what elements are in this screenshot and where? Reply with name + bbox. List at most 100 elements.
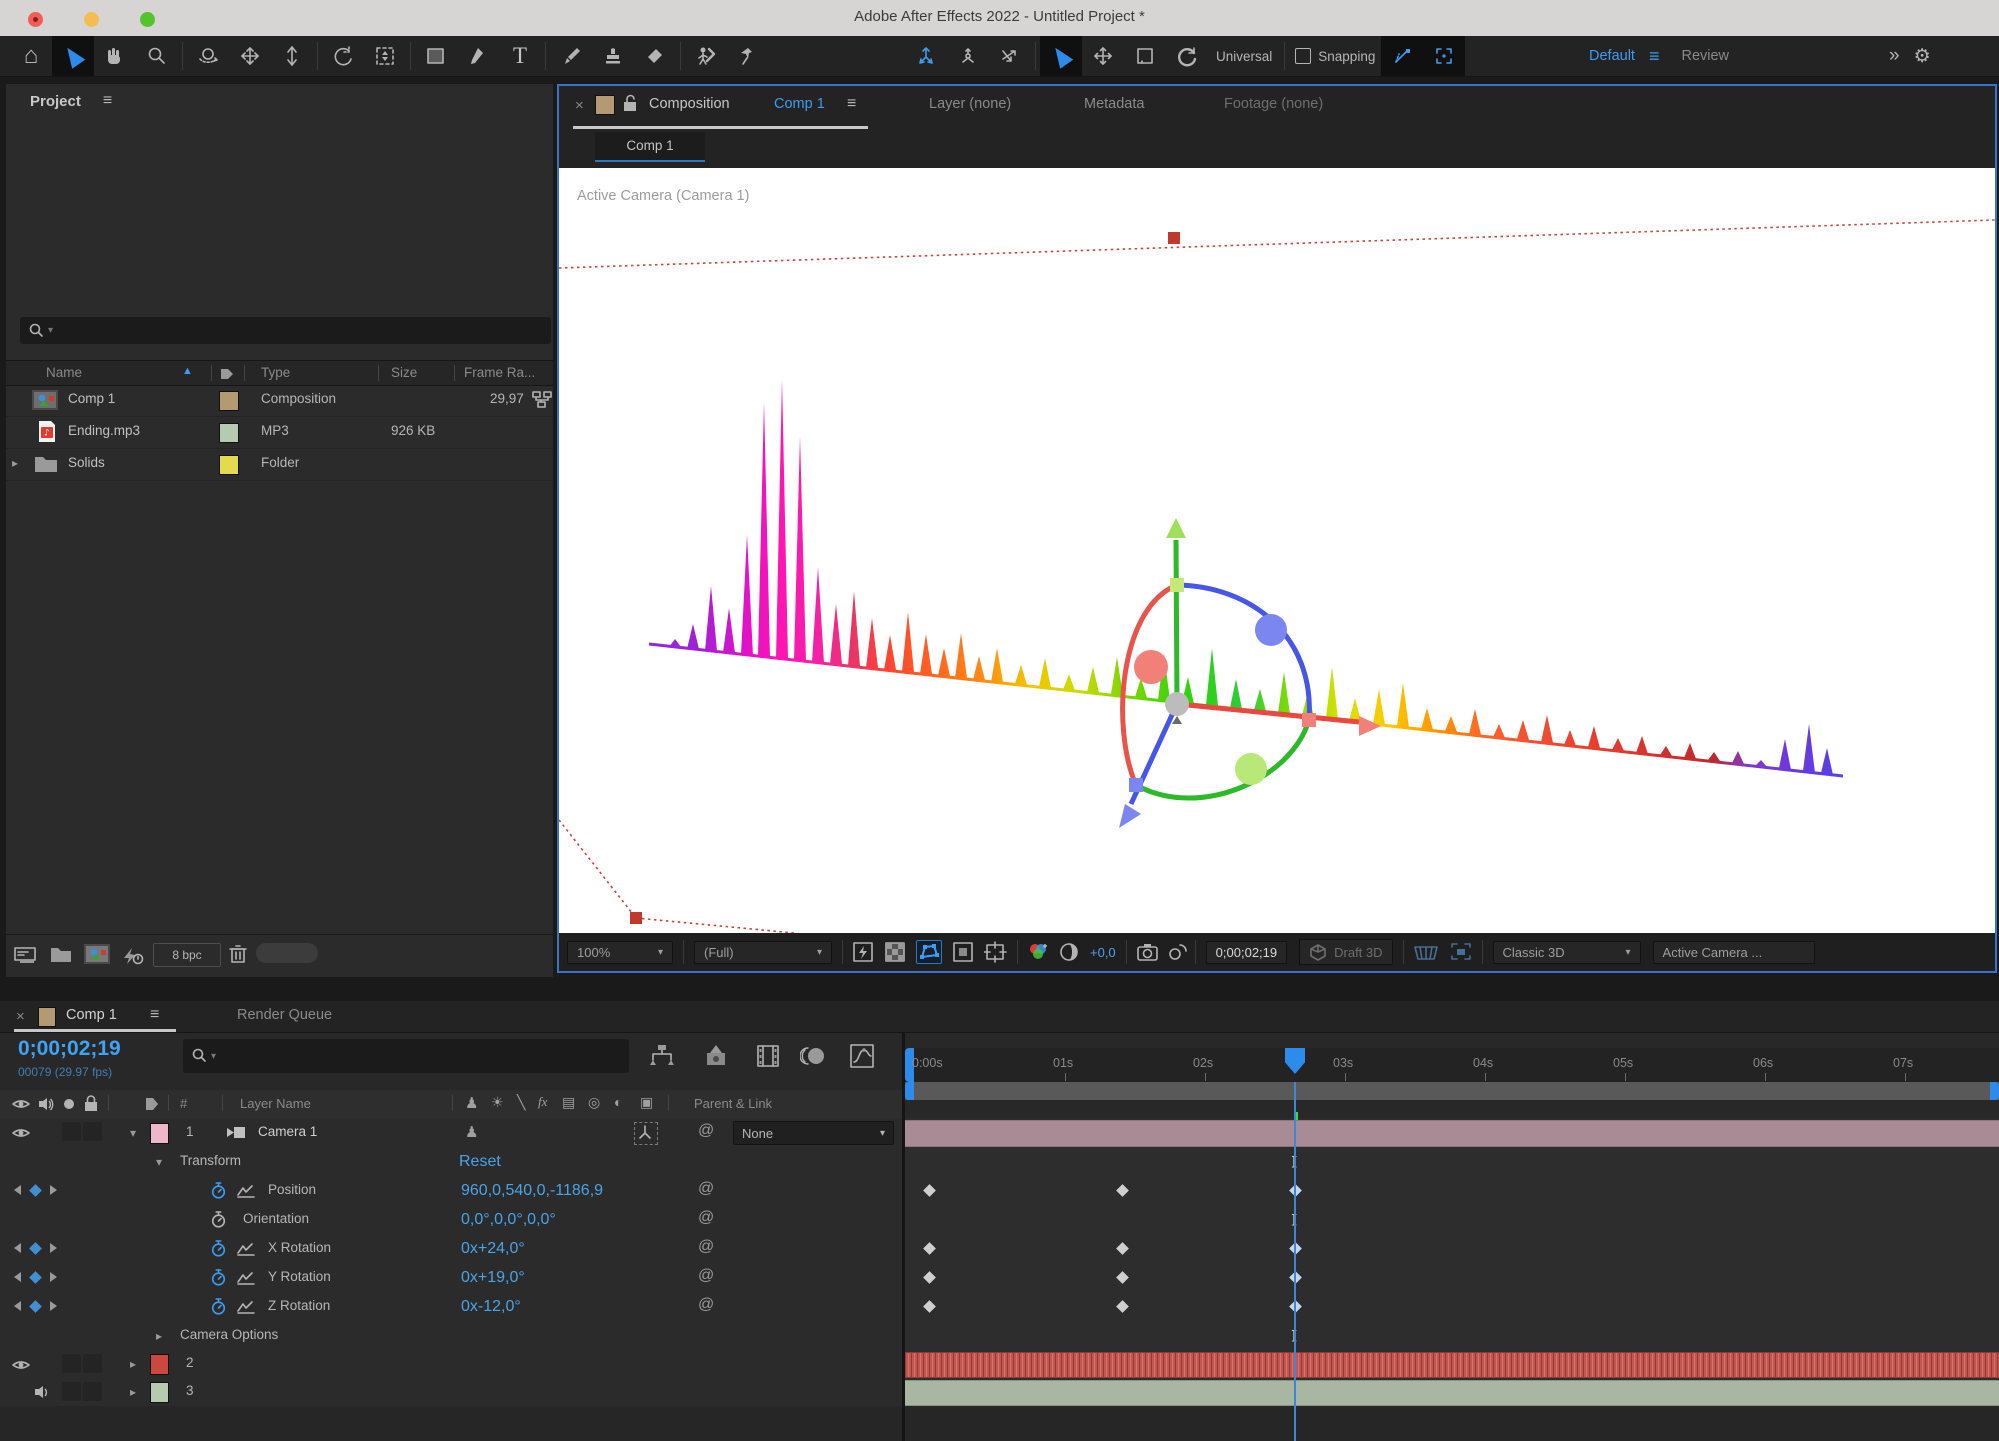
eye-icon[interactable] <box>12 1126 30 1140</box>
column-hash[interactable]: # <box>180 1096 188 1111</box>
layer-name[interactable]: Camera 1 <box>258 1124 318 1139</box>
local-axis-mode[interactable] <box>905 36 947 76</box>
layer-color-swatch[interactable] <box>150 1123 169 1144</box>
layer-color-swatch[interactable] <box>150 1382 169 1403</box>
property-value[interactable]: 0,0°,0,0°,0,0° <box>461 1211 556 1228</box>
rectangle-tool[interactable] <box>415 36 457 76</box>
fast-previews-icon[interactable] <box>852 941 874 963</box>
property-label[interactable]: Orientation <box>243 1211 310 1226</box>
column-frame-rate[interactable]: Frame Ra... <box>464 365 536 380</box>
mask-visibility-toggle[interactable] <box>916 940 942 964</box>
keyframe-nav[interactable] <box>14 1241 57 1255</box>
item-label-swatch[interactable] <box>219 455 239 475</box>
universal-select-tool[interactable] <box>1040 36 1082 76</box>
viewer-panel-menu-icon[interactable]: ≡ <box>847 95 857 112</box>
prev-keyframe-icon[interactable] <box>14 1185 21 1195</box>
minimize-window-button[interactable] <box>84 12 99 27</box>
transform-group-row[interactable]: ▾ Transform Reset <box>0 1147 902 1177</box>
pickwhip-icon[interactable]: @ <box>698 1296 715 1313</box>
orbit-camera-tool[interactable] <box>187 36 229 76</box>
property-label[interactable]: X Rotation <box>268 1240 332 1255</box>
keyframe[interactable] <box>1116 1241 1129 1255</box>
folder-expander[interactable]: ▸ <box>12 456 19 470</box>
column-type[interactable]: Type <box>261 365 291 380</box>
pickwhip-icon[interactable]: @ <box>698 1267 715 1284</box>
pickwhip-icon[interactable]: @ <box>698 1238 715 1255</box>
work-area-end-handle[interactable] <box>1990 1082 1999 1100</box>
keyframe-nav[interactable] <box>14 1299 57 1313</box>
new-composition-icon[interactable] <box>84 944 110 964</box>
time-ruler[interactable]: 0:00s 01s 02s 03s 04s 05s 06s 07s <box>905 1048 1999 1083</box>
composition-canvas[interactable]: Active Camera (Camera 1) <box>559 168 1995 933</box>
keyframe-at-time-icon[interactable] <box>29 1241 42 1255</box>
prev-keyframe-icon[interactable] <box>14 1243 21 1253</box>
prev-keyframe-icon[interactable] <box>14 1272 21 1282</box>
share-view-icon[interactable] <box>1449 941 1473 963</box>
transform-label[interactable]: Transform <box>180 1153 242 1168</box>
unlock-icon[interactable] <box>623 94 638 113</box>
work-area-start-handle[interactable] <box>905 1082 914 1100</box>
property-label[interactable]: Position <box>268 1182 317 1197</box>
layer-expander[interactable]: ▸ <box>130 1357 137 1371</box>
stopwatch-icon[interactable] <box>211 1181 226 1200</box>
workspace-menu-icon[interactable]: ≡ <box>1648 45 1660 66</box>
x-rotation-track[interactable] <box>905 1234 1999 1264</box>
keyframe-at-time-icon[interactable] <box>29 1270 42 1284</box>
camera-tool[interactable] <box>364 36 406 76</box>
universal-move-tool[interactable] <box>1082 36 1124 76</box>
property-value[interactable]: 0x+24,0° <box>461 1240 525 1257</box>
property-value[interactable]: 0x+19,0° <box>461 1269 525 1286</box>
graph-editor-icon[interactable] <box>849 1043 875 1069</box>
project-item-ending-mp3[interactable]: ♪ Ending.mp3 MP3 926 KB <box>6 416 553 449</box>
eraser-tool[interactable] <box>634 36 676 76</box>
tab-footage[interactable]: Footage (none) <box>1224 96 1324 112</box>
channel-rgb-icon[interactable] <box>1026 941 1050 963</box>
solo-cell[interactable] <box>62 1122 81 1141</box>
project-item-solids[interactable]: ▸ Solids Folder <box>6 448 553 481</box>
column-parent-link[interactable]: Parent & Link <box>694 1096 773 1111</box>
stopwatch-icon[interactable] <box>211 1210 226 1229</box>
transform-expander[interactable]: ▾ <box>156 1155 163 1169</box>
pen-tool[interactable] <box>457 36 499 76</box>
timeline-search-input[interactable]: ▾ <box>183 1039 629 1073</box>
tab-metadata[interactable]: Metadata <box>1084 96 1145 112</box>
pickwhip-icon[interactable]: @ <box>698 1209 715 1226</box>
y-rotation-row[interactable]: Y Rotation 0x+19,0° @ <box>0 1263 902 1293</box>
prev-keyframe-icon[interactable] <box>14 1301 21 1311</box>
lock-cell[interactable] <box>83 1122 102 1141</box>
camera-options-row[interactable]: ▸ Camera Options <box>0 1321 902 1351</box>
stopwatch-icon[interactable] <box>211 1239 226 1258</box>
keyframe[interactable] <box>923 1183 936 1197</box>
render-settings-icon[interactable] <box>120 944 144 966</box>
project-item-comp1[interactable]: Comp 1 Composition 29,97 <box>6 384 553 417</box>
shy-toggle[interactable]: ♟ <box>465 1124 479 1141</box>
hand-tool[interactable] <box>94 36 136 76</box>
keyframe[interactable] <box>1116 1299 1129 1313</box>
view-axis-mode[interactable] <box>989 36 1031 76</box>
layer-expander[interactable]: ▾ <box>130 1126 137 1140</box>
eye-icon[interactable] <box>12 1358 30 1372</box>
universal-rotate-tool[interactable] <box>1166 36 1208 76</box>
audio-icon[interactable] <box>34 1384 50 1400</box>
mini-flowchart-icon[interactable] <box>648 1045 676 1069</box>
view-dropdown[interactable]: Active Camera ... <box>1652 940 1815 964</box>
snapping-toggle[interactable]: Snapping <box>1289 36 1381 76</box>
view-layout-icon[interactable] <box>1413 941 1439 963</box>
column-size[interactable]: Size <box>391 365 418 380</box>
layer2-track[interactable] <box>905 1350 1999 1379</box>
next-keyframe-icon[interactable] <box>50 1185 57 1195</box>
search-options-chevron[interactable]: ▾ <box>211 1050 217 1062</box>
lock-cell[interactable] <box>83 1382 102 1401</box>
snap-along-edges-button[interactable] <box>1381 36 1424 76</box>
roto-brush-pin-tool[interactable] <box>727 36 769 76</box>
layer-row-3[interactable]: ▸ 3 <box>0 1378 902 1407</box>
panel-grabber[interactable] <box>256 943 318 963</box>
stopwatch-icon[interactable] <box>211 1268 226 1287</box>
keyframe[interactable] <box>923 1270 936 1284</box>
keyframe[interactable] <box>923 1299 936 1313</box>
draft-3d-icon[interactable] <box>703 1043 729 1069</box>
solo-cell[interactable] <box>62 1382 81 1401</box>
x-rotation-row[interactable]: X Rotation 0x+24,0° @ <box>0 1234 902 1264</box>
world-axis-mode[interactable] <box>947 36 989 76</box>
pickwhip-icon[interactable]: @ <box>698 1122 715 1139</box>
